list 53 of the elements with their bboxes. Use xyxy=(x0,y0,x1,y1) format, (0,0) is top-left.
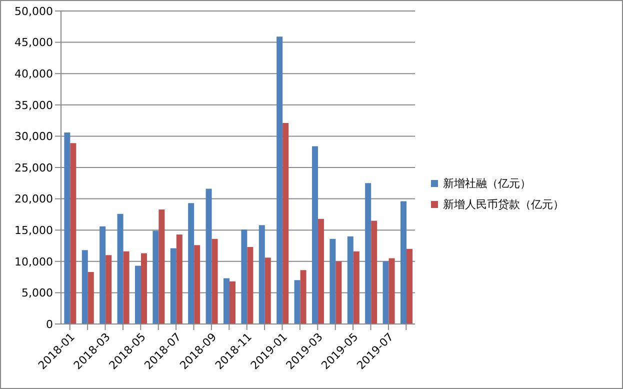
bar xyxy=(347,236,354,324)
bar xyxy=(382,261,389,324)
bar xyxy=(158,209,165,324)
bar xyxy=(140,253,147,324)
bar xyxy=(312,146,318,324)
y-tick-label: 15,000 xyxy=(14,224,53,238)
bar xyxy=(123,251,130,324)
bar xyxy=(64,132,70,324)
bar xyxy=(294,280,300,324)
bar xyxy=(336,261,342,324)
bar xyxy=(330,238,336,324)
bar xyxy=(212,238,218,324)
bar xyxy=(88,272,94,324)
bar xyxy=(282,123,289,324)
bar xyxy=(318,218,324,324)
bar xyxy=(400,201,406,324)
bar xyxy=(406,248,412,324)
y-tick-label: 5,000 xyxy=(22,286,53,300)
y-tick-label: 35,000 xyxy=(14,98,53,112)
bar xyxy=(152,230,159,324)
bar xyxy=(276,36,283,324)
bar xyxy=(300,270,306,324)
bar xyxy=(117,214,124,324)
y-tick-label: 30,000 xyxy=(14,130,53,144)
y-tick-label: 10,000 xyxy=(14,255,53,268)
y-tick-label: 40,000 xyxy=(14,68,53,81)
bar xyxy=(70,143,76,324)
y-tick-label: 45,000 xyxy=(14,36,53,50)
bar xyxy=(134,266,141,324)
bar xyxy=(223,278,230,324)
y-tick-label: 0 xyxy=(46,318,53,331)
bar xyxy=(229,281,236,324)
bar xyxy=(264,258,271,324)
bar xyxy=(188,203,194,324)
y-tick-label: 50,000 xyxy=(14,4,53,18)
y-tick-label: 20,000 xyxy=(14,192,53,206)
y-tick-label: 25,000 xyxy=(14,161,53,174)
bar xyxy=(258,225,265,324)
bar xyxy=(241,229,248,324)
bar xyxy=(100,226,106,324)
bar xyxy=(206,188,212,324)
legend-label: 新增社融（亿元） xyxy=(443,176,531,190)
bar xyxy=(194,245,200,324)
bar xyxy=(106,255,112,324)
bar xyxy=(82,250,88,324)
bar xyxy=(247,247,254,324)
bar xyxy=(176,234,182,324)
bar xyxy=(353,251,360,324)
bar xyxy=(388,258,395,324)
bar xyxy=(170,248,176,324)
bar xyxy=(365,183,372,324)
bar xyxy=(371,220,378,324)
legend-label: 新增人民币贷款（亿元） xyxy=(443,196,564,212)
